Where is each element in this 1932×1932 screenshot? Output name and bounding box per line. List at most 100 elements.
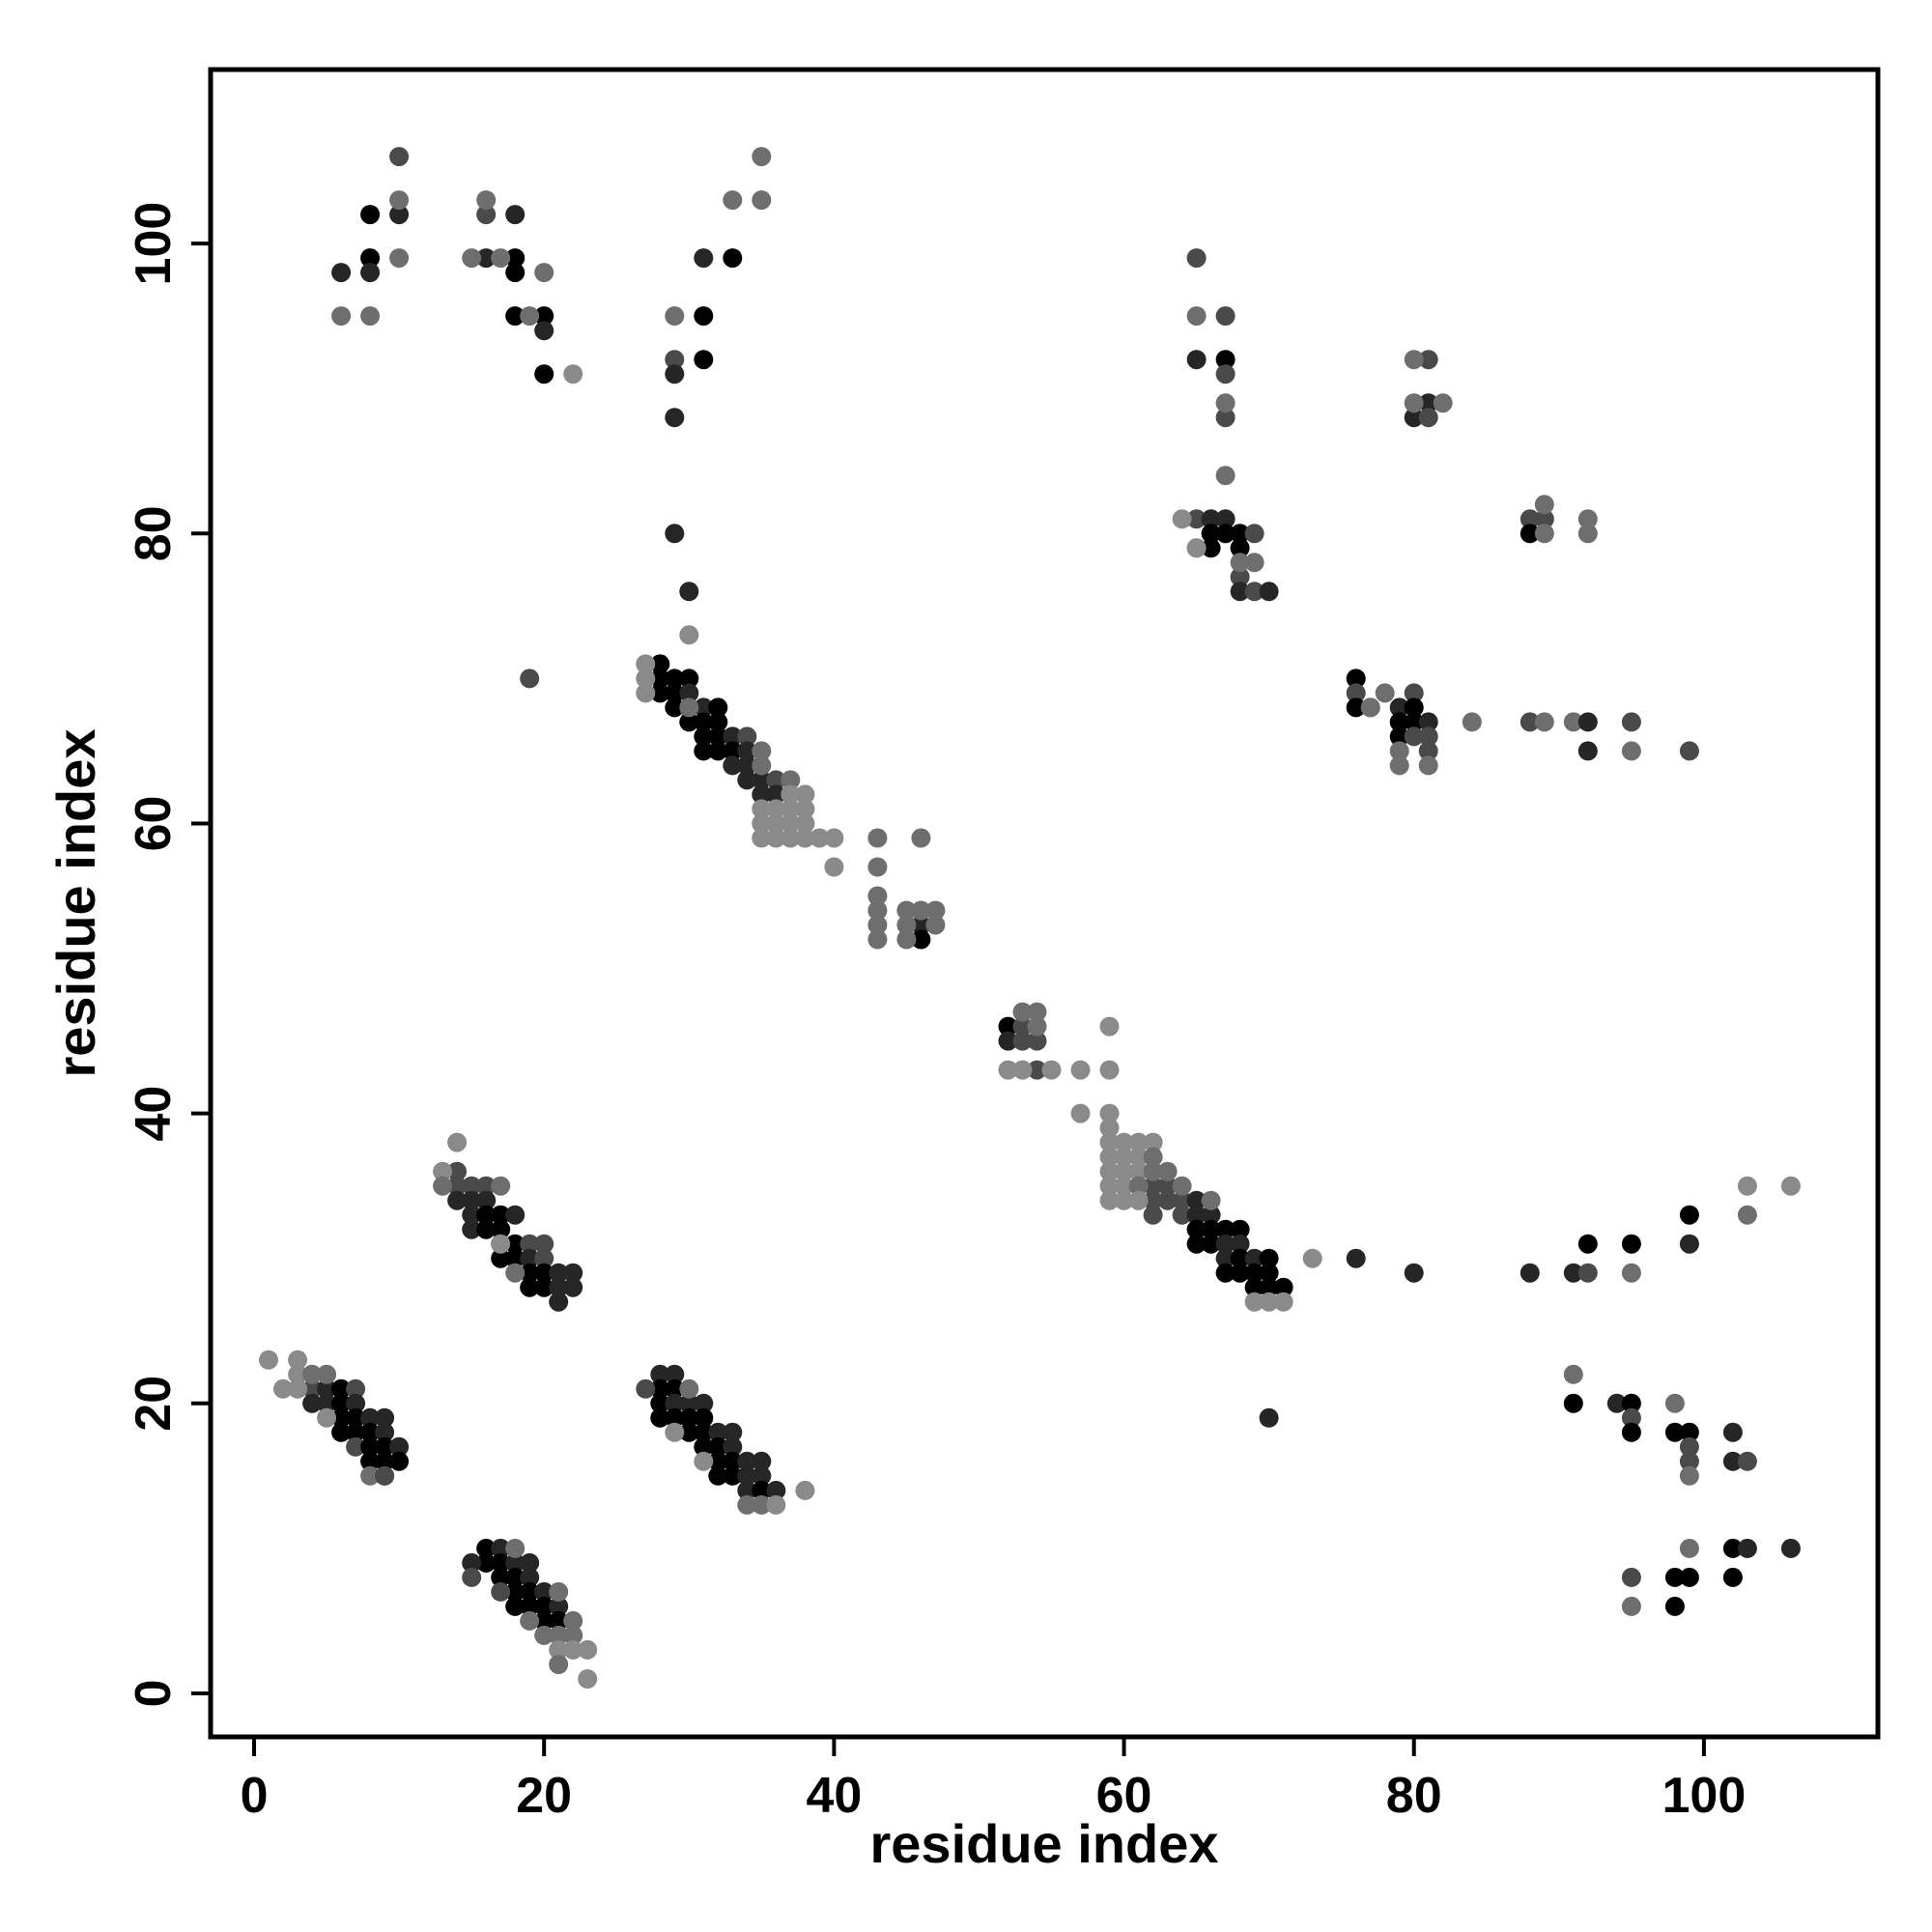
data-point xyxy=(1346,1248,1366,1268)
data-point xyxy=(650,668,670,689)
data-point xyxy=(650,1407,670,1428)
data-point xyxy=(1143,1161,1163,1181)
data-point xyxy=(737,726,757,747)
data-point xyxy=(1346,697,1366,718)
data-point xyxy=(331,1407,352,1428)
data-point xyxy=(1621,1234,1641,1254)
data-point xyxy=(1012,1016,1033,1037)
data-point xyxy=(723,248,743,269)
data-point xyxy=(708,1422,728,1442)
data-point xyxy=(1186,248,1207,269)
data-point xyxy=(462,248,482,269)
x-axis: 0 20 40 60 80 100 xyxy=(241,1737,1746,1824)
data-point xyxy=(1259,1248,1279,1268)
data-point xyxy=(650,1378,670,1399)
data-point xyxy=(1389,697,1409,718)
data-point xyxy=(665,306,685,327)
data-point xyxy=(723,190,743,211)
data-point xyxy=(795,828,815,848)
data-point xyxy=(476,1538,497,1558)
y-tick-label: 0 xyxy=(126,1680,182,1708)
data-point xyxy=(998,1031,1018,1051)
data-point xyxy=(1186,350,1207,370)
data-point xyxy=(1679,1567,1699,1587)
data-point xyxy=(1577,1234,1598,1254)
data-point xyxy=(1114,1176,1134,1196)
data-point xyxy=(1128,1161,1149,1181)
data-point xyxy=(520,306,540,327)
data-point xyxy=(636,654,656,674)
data-point xyxy=(375,1436,395,1457)
data-point xyxy=(665,1422,685,1442)
data-point xyxy=(259,1350,278,1370)
data-point xyxy=(896,915,917,935)
data-point xyxy=(766,799,786,819)
data-point xyxy=(491,1176,511,1196)
data-point xyxy=(1230,538,1250,558)
data-point xyxy=(1433,393,1453,413)
data-point xyxy=(1520,712,1540,732)
data-point xyxy=(766,813,786,834)
data-point xyxy=(1534,524,1554,544)
data-point xyxy=(1722,1451,1743,1471)
data-point xyxy=(476,205,497,225)
data-point xyxy=(505,1234,526,1254)
data-point xyxy=(1244,524,1264,544)
data-point xyxy=(520,1552,540,1573)
data-point xyxy=(360,1465,381,1486)
data-point xyxy=(1230,1248,1250,1268)
data-point xyxy=(1201,538,1221,558)
data-point xyxy=(331,1393,352,1413)
data-point xyxy=(1201,1190,1221,1210)
data-point xyxy=(752,799,772,819)
data-point xyxy=(1737,1451,1757,1471)
data-point xyxy=(1230,524,1250,544)
data-point xyxy=(389,1436,410,1457)
data-point xyxy=(1215,1219,1236,1239)
data-point xyxy=(331,306,352,327)
data-point xyxy=(346,1436,366,1457)
data-point xyxy=(694,1451,714,1471)
data-point xyxy=(708,697,728,718)
data-point xyxy=(534,1596,554,1616)
data-point xyxy=(1230,553,1250,573)
data-point xyxy=(867,900,888,921)
data-point xyxy=(1128,1147,1149,1167)
data-point xyxy=(781,784,801,805)
data-point xyxy=(1621,1407,1641,1428)
data-point xyxy=(1230,582,1250,602)
data-point xyxy=(1418,712,1438,732)
data-point xyxy=(665,697,685,718)
data-point xyxy=(288,1364,308,1384)
data-point xyxy=(708,712,728,732)
data-point xyxy=(1099,1103,1120,1123)
data-point xyxy=(694,1436,714,1457)
data-point xyxy=(636,1378,656,1399)
data-point xyxy=(534,321,554,341)
data-point xyxy=(665,1364,685,1384)
data-point xyxy=(650,1393,670,1413)
data-point xyxy=(433,1176,453,1196)
data-point xyxy=(1201,1234,1221,1254)
data-point xyxy=(1418,726,1438,747)
data-point xyxy=(1230,567,1250,587)
data-point xyxy=(1418,408,1438,428)
data-point xyxy=(1679,1538,1699,1558)
data-point xyxy=(1621,1567,1641,1587)
data-point xyxy=(1114,1190,1134,1210)
data-point xyxy=(1186,1190,1207,1210)
data-point xyxy=(694,712,714,732)
data-point xyxy=(1462,712,1482,732)
data-point xyxy=(476,190,497,211)
data-point xyxy=(1273,1277,1293,1297)
data-point xyxy=(1389,712,1409,732)
data-point xyxy=(665,1378,685,1399)
data-point xyxy=(520,1596,540,1616)
data-point xyxy=(447,1176,468,1196)
data-point xyxy=(911,900,931,921)
data-point xyxy=(679,582,699,602)
data-point xyxy=(1621,1596,1641,1616)
data-point xyxy=(447,1161,468,1181)
data-point xyxy=(723,1451,743,1471)
data-point xyxy=(1215,393,1236,413)
